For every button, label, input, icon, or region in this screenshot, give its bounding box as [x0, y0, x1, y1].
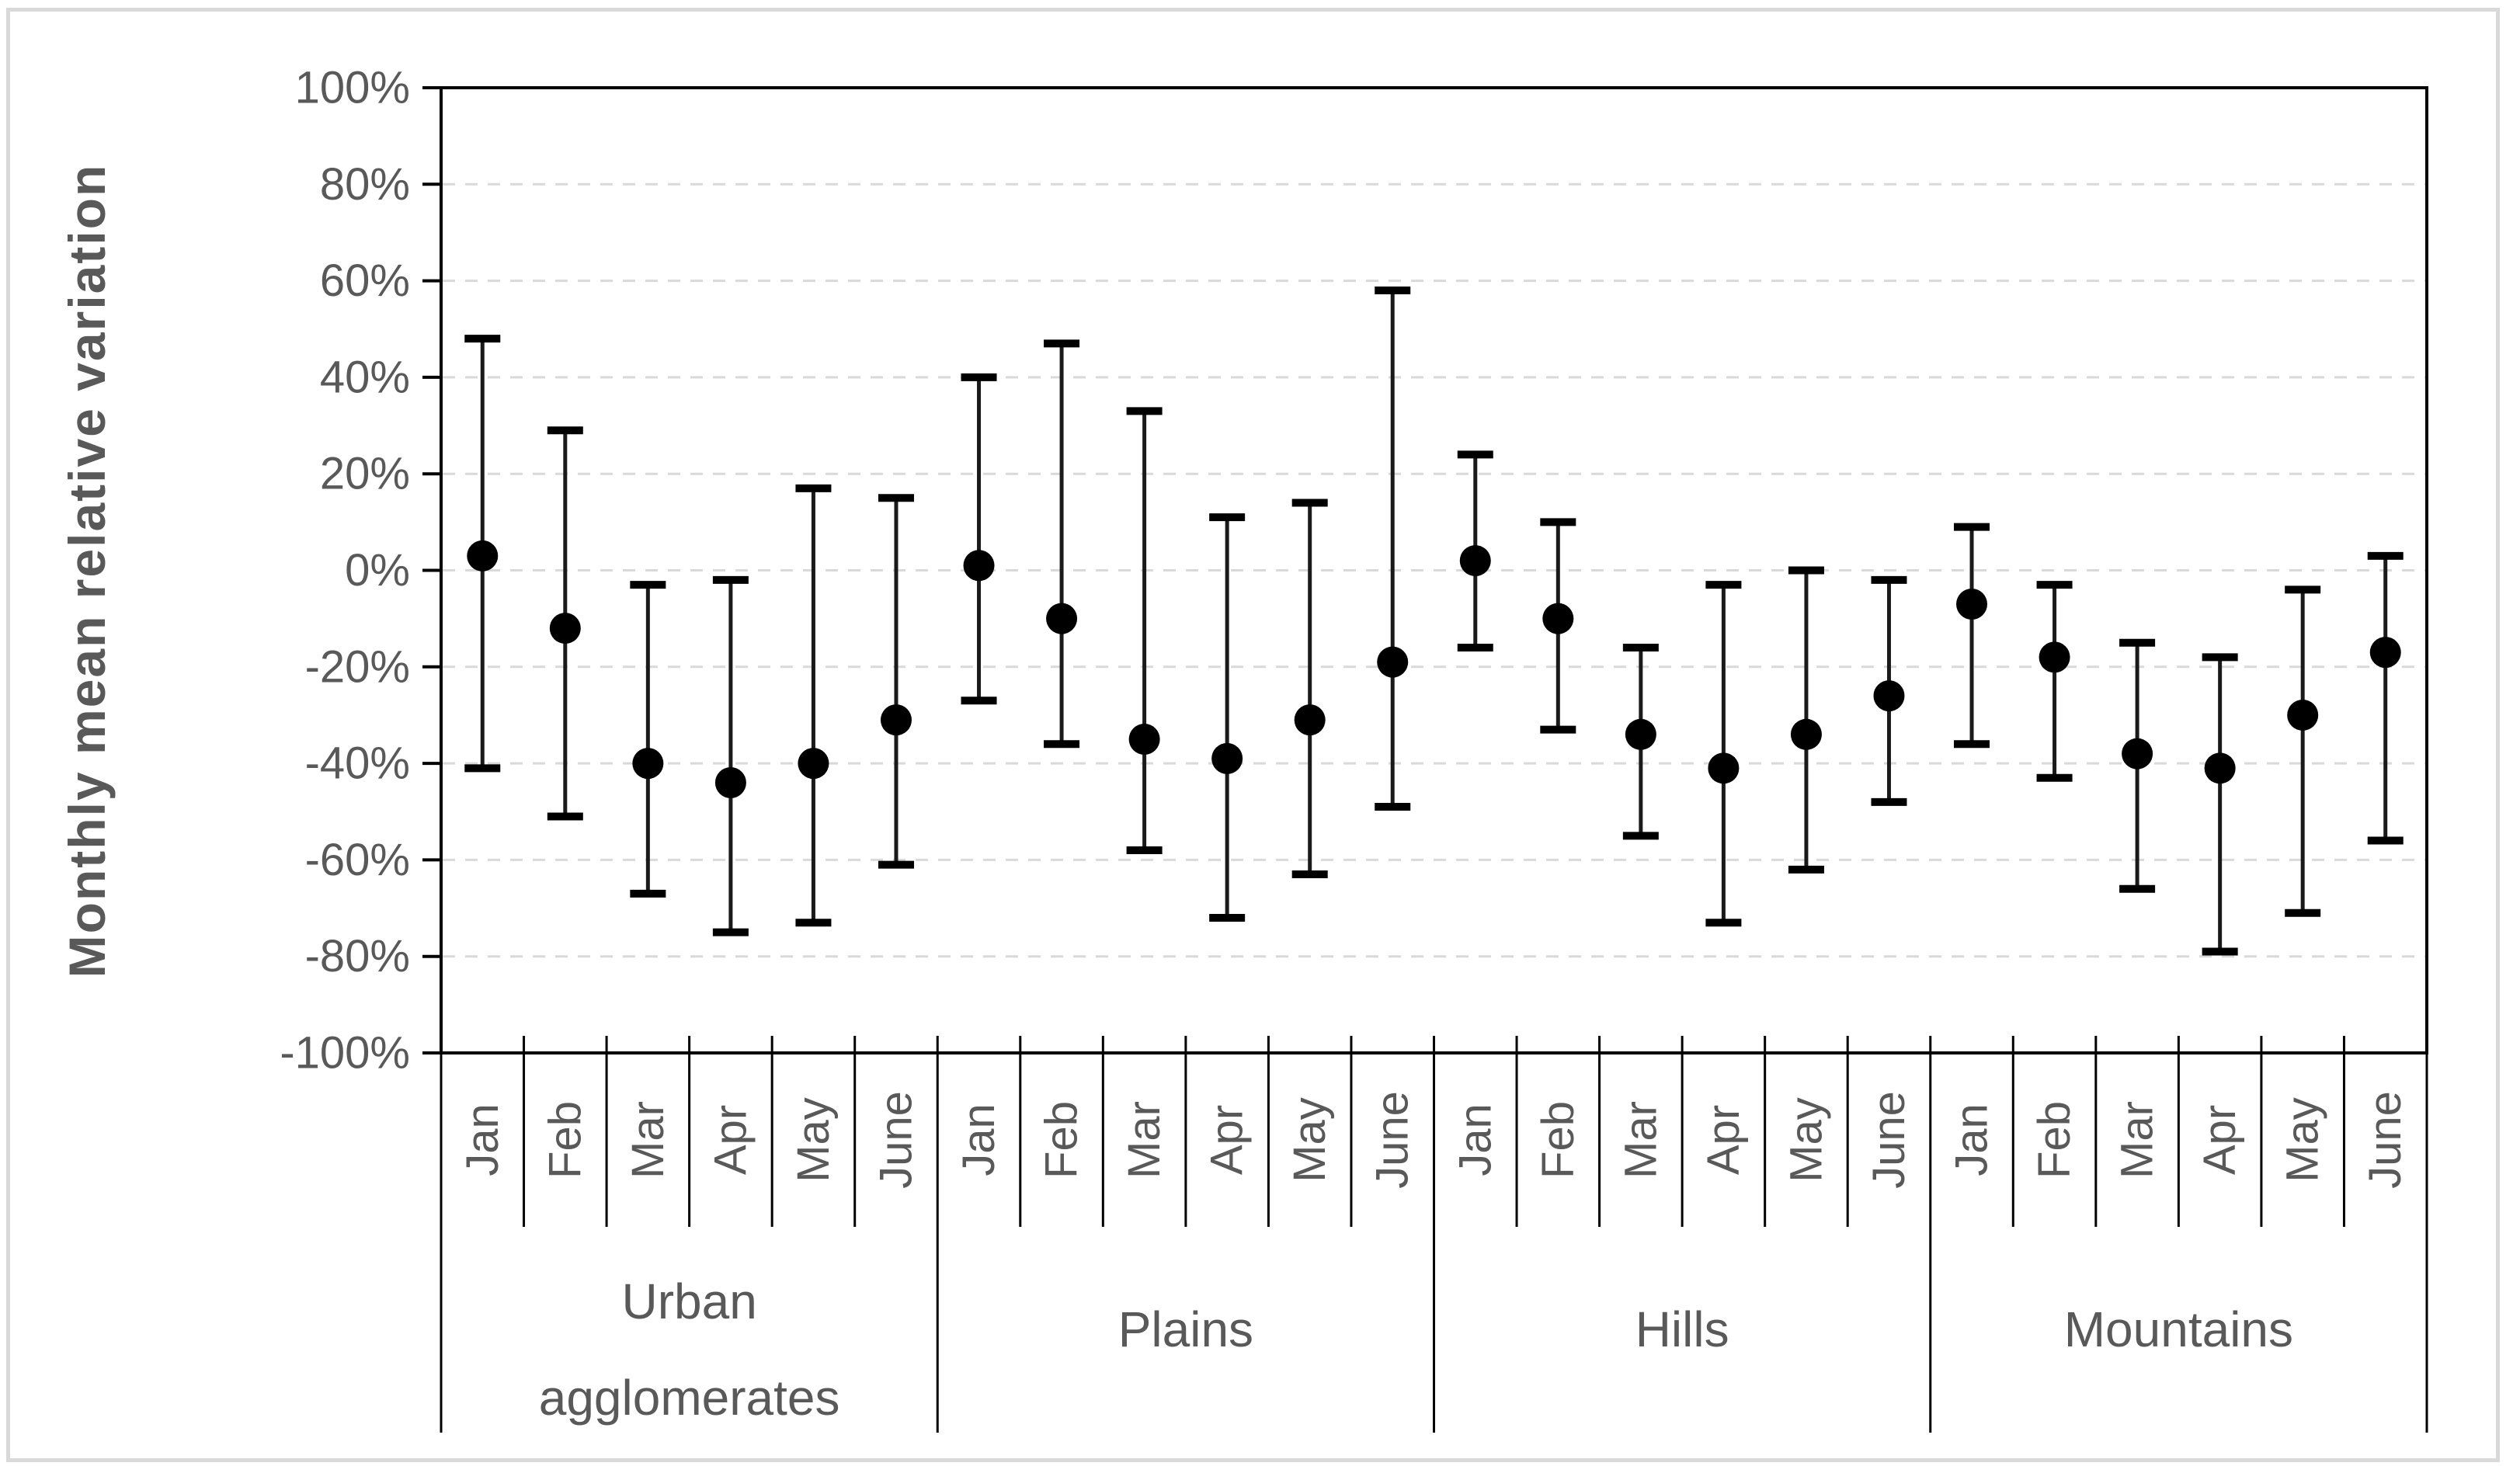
month-label: Apr [1698, 1105, 1749, 1175]
data-point [2039, 641, 2070, 673]
month-label: June [1864, 1091, 1914, 1189]
data-point [1956, 589, 1988, 620]
month-label: Feb [1533, 1101, 1583, 1179]
data-point [1459, 545, 1491, 577]
month-label: Mar [623, 1101, 673, 1179]
month-label: Mar [1615, 1101, 1666, 1179]
data-point [1790, 718, 1822, 750]
month-label: Apr [2195, 1105, 2245, 1175]
data-point [1377, 646, 1409, 678]
month-label: Mar [1119, 1101, 1170, 1179]
data-point [798, 748, 829, 780]
data-point [632, 748, 664, 780]
figure-border [6, 8, 2500, 1462]
y-tick-label: 20% [320, 449, 410, 499]
data-point [1708, 752, 1740, 784]
month-label: June [2360, 1091, 2411, 1189]
data-point [2122, 738, 2153, 770]
month-label: Jan [457, 1103, 508, 1176]
y-axis-title: Monthly mean relative variation [58, 164, 116, 978]
data-point [1625, 718, 1656, 750]
data-point [2369, 637, 2401, 669]
month-label: Jan [954, 1103, 1004, 1176]
month-label: June [871, 1091, 921, 1189]
month-label: Feb [1037, 1101, 1087, 1179]
group-label: Hills [1635, 1301, 1729, 1357]
data-point [1873, 680, 1905, 712]
month-label: Apr [705, 1105, 756, 1175]
data-point [2204, 752, 2236, 784]
data-point [714, 766, 746, 798]
data-point [963, 550, 995, 582]
data-point [2287, 699, 2319, 731]
month-label: Feb [2029, 1101, 2080, 1179]
data-point [1211, 742, 1243, 774]
group-label: Mountains [2064, 1301, 2293, 1357]
y-tick-label: 100% [295, 63, 410, 113]
month-label: May [1284, 1097, 1335, 1183]
y-tick-label: 60% [320, 255, 410, 306]
month-label: May [2278, 1097, 2328, 1183]
group-label: Urban [621, 1273, 756, 1329]
month-label: June [1368, 1091, 1418, 1189]
data-point [880, 704, 912, 736]
group-label: agglomerates [539, 1370, 840, 1426]
data-point [549, 613, 581, 644]
month-label: May [1781, 1097, 1831, 1183]
month-label: Apr [1202, 1105, 1253, 1175]
y-tick-label: 80% [320, 159, 410, 210]
y-tick-label: 0% [345, 545, 410, 596]
group-label: Plains [1118, 1301, 1253, 1357]
data-point [1128, 724, 1160, 756]
y-tick-label: 40% [320, 352, 410, 402]
month-label: Mar [2112, 1101, 2163, 1179]
data-point [1294, 704, 1326, 736]
data-point [1046, 603, 1078, 634]
data-point [1542, 603, 1574, 634]
data-point [467, 540, 499, 572]
y-tick-label: -60% [305, 835, 410, 885]
month-label: Jan [1450, 1103, 1500, 1176]
y-tick-label: -80% [305, 931, 410, 981]
plot-area: 100% 80% 60% 40% 20% 0% -20% -40% -60% -80% -100% J… [280, 63, 2428, 1433]
y-tick-label: -20% [305, 641, 410, 692]
month-label: May [788, 1097, 839, 1183]
month-label: Jan [1947, 1103, 1997, 1176]
y-tick-label: -40% [305, 738, 410, 789]
y-tick-label: -100% [280, 1028, 410, 1079]
month-label: Feb [540, 1101, 590, 1179]
